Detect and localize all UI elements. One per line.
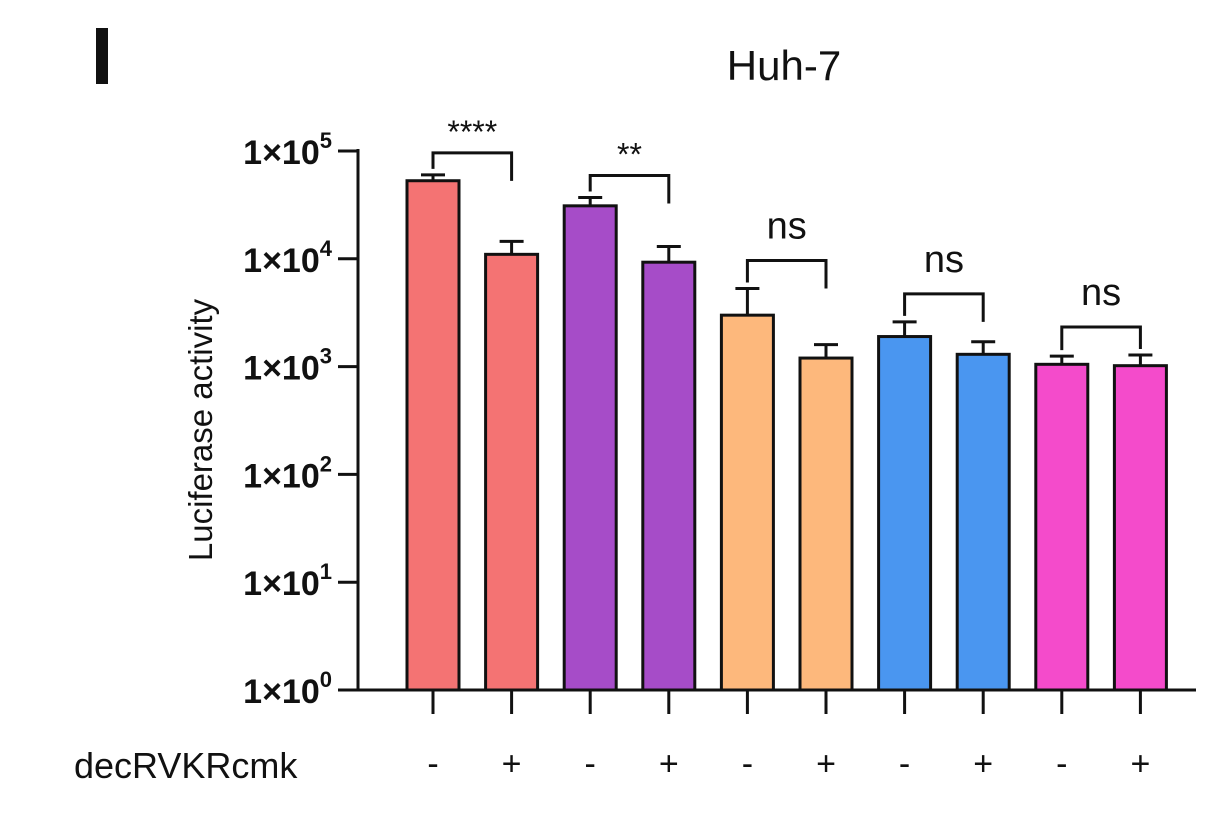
x-tick-label: - <box>585 745 596 783</box>
x-tick-label: - <box>742 745 753 783</box>
y-tick-base: 1×10 <box>243 350 320 388</box>
x-tick-label: - <box>427 745 438 783</box>
error-bars <box>421 173 1153 366</box>
treatment-label: decRVKRcmk <box>74 745 298 786</box>
y-tick-label: 1×104 <box>243 236 333 280</box>
y-tick-exponent: 3 <box>320 344 332 369</box>
bar <box>798 356 854 692</box>
significance-label: ** <box>617 137 642 173</box>
bar <box>641 260 697 692</box>
y-tick-exponent: 5 <box>320 128 332 153</box>
x-tick-label: + <box>659 745 679 783</box>
significance-label: ns <box>767 206 807 248</box>
significance-bracket <box>745 259 828 289</box>
y-tick-exponent: 0 <box>320 667 332 692</box>
y-tick-base: 1×10 <box>243 673 320 711</box>
x-tick-label: + <box>1130 745 1150 783</box>
significance-label: **** <box>447 114 497 150</box>
y-tick-label: 1×100 <box>243 667 332 711</box>
bar <box>562 204 618 692</box>
x-tick-label: + <box>973 745 993 783</box>
bars <box>405 179 1168 692</box>
y-tick-label: 1×105 <box>243 128 332 172</box>
y-tick-label: 1×102 <box>243 451 332 495</box>
y-tick-base: 1×10 <box>243 134 320 172</box>
y-tick-label: 1×101 <box>243 559 332 603</box>
significance-bracket <box>431 151 514 181</box>
bar <box>955 352 1011 692</box>
bar <box>877 335 933 692</box>
y-tick-exponent: 1 <box>320 559 332 584</box>
y-tick-label: 1×103 <box>243 344 332 388</box>
x-tick-label: + <box>816 745 836 783</box>
y-tick-exponent: 2 <box>320 451 332 476</box>
panel-label-mark <box>96 28 108 84</box>
bar <box>405 179 461 692</box>
significance-label: ns <box>924 239 964 281</box>
significance-bracket <box>1060 325 1142 351</box>
x-tick-label: - <box>899 745 910 783</box>
significance-bracket <box>903 292 985 322</box>
y-tick-base: 1×10 <box>243 242 320 280</box>
bar <box>719 313 775 692</box>
bar <box>1034 362 1090 692</box>
y-tick-base: 1×10 <box>243 565 320 603</box>
chart-title: Huh-7 <box>727 42 841 89</box>
x-tick-label: + <box>502 745 522 783</box>
y-tick-exponent: 4 <box>320 236 333 261</box>
significance-bracket <box>588 174 671 204</box>
x-tick-label: - <box>1056 745 1067 783</box>
y-axis-label: Luciferase activity <box>182 298 219 561</box>
significance-label: ns <box>1081 272 1121 314</box>
bar <box>484 252 540 692</box>
x-axis-ticks: - + - + - + - + - + <box>427 690 1150 783</box>
y-tick-base: 1×10 <box>243 457 320 495</box>
bar <box>1112 364 1168 692</box>
